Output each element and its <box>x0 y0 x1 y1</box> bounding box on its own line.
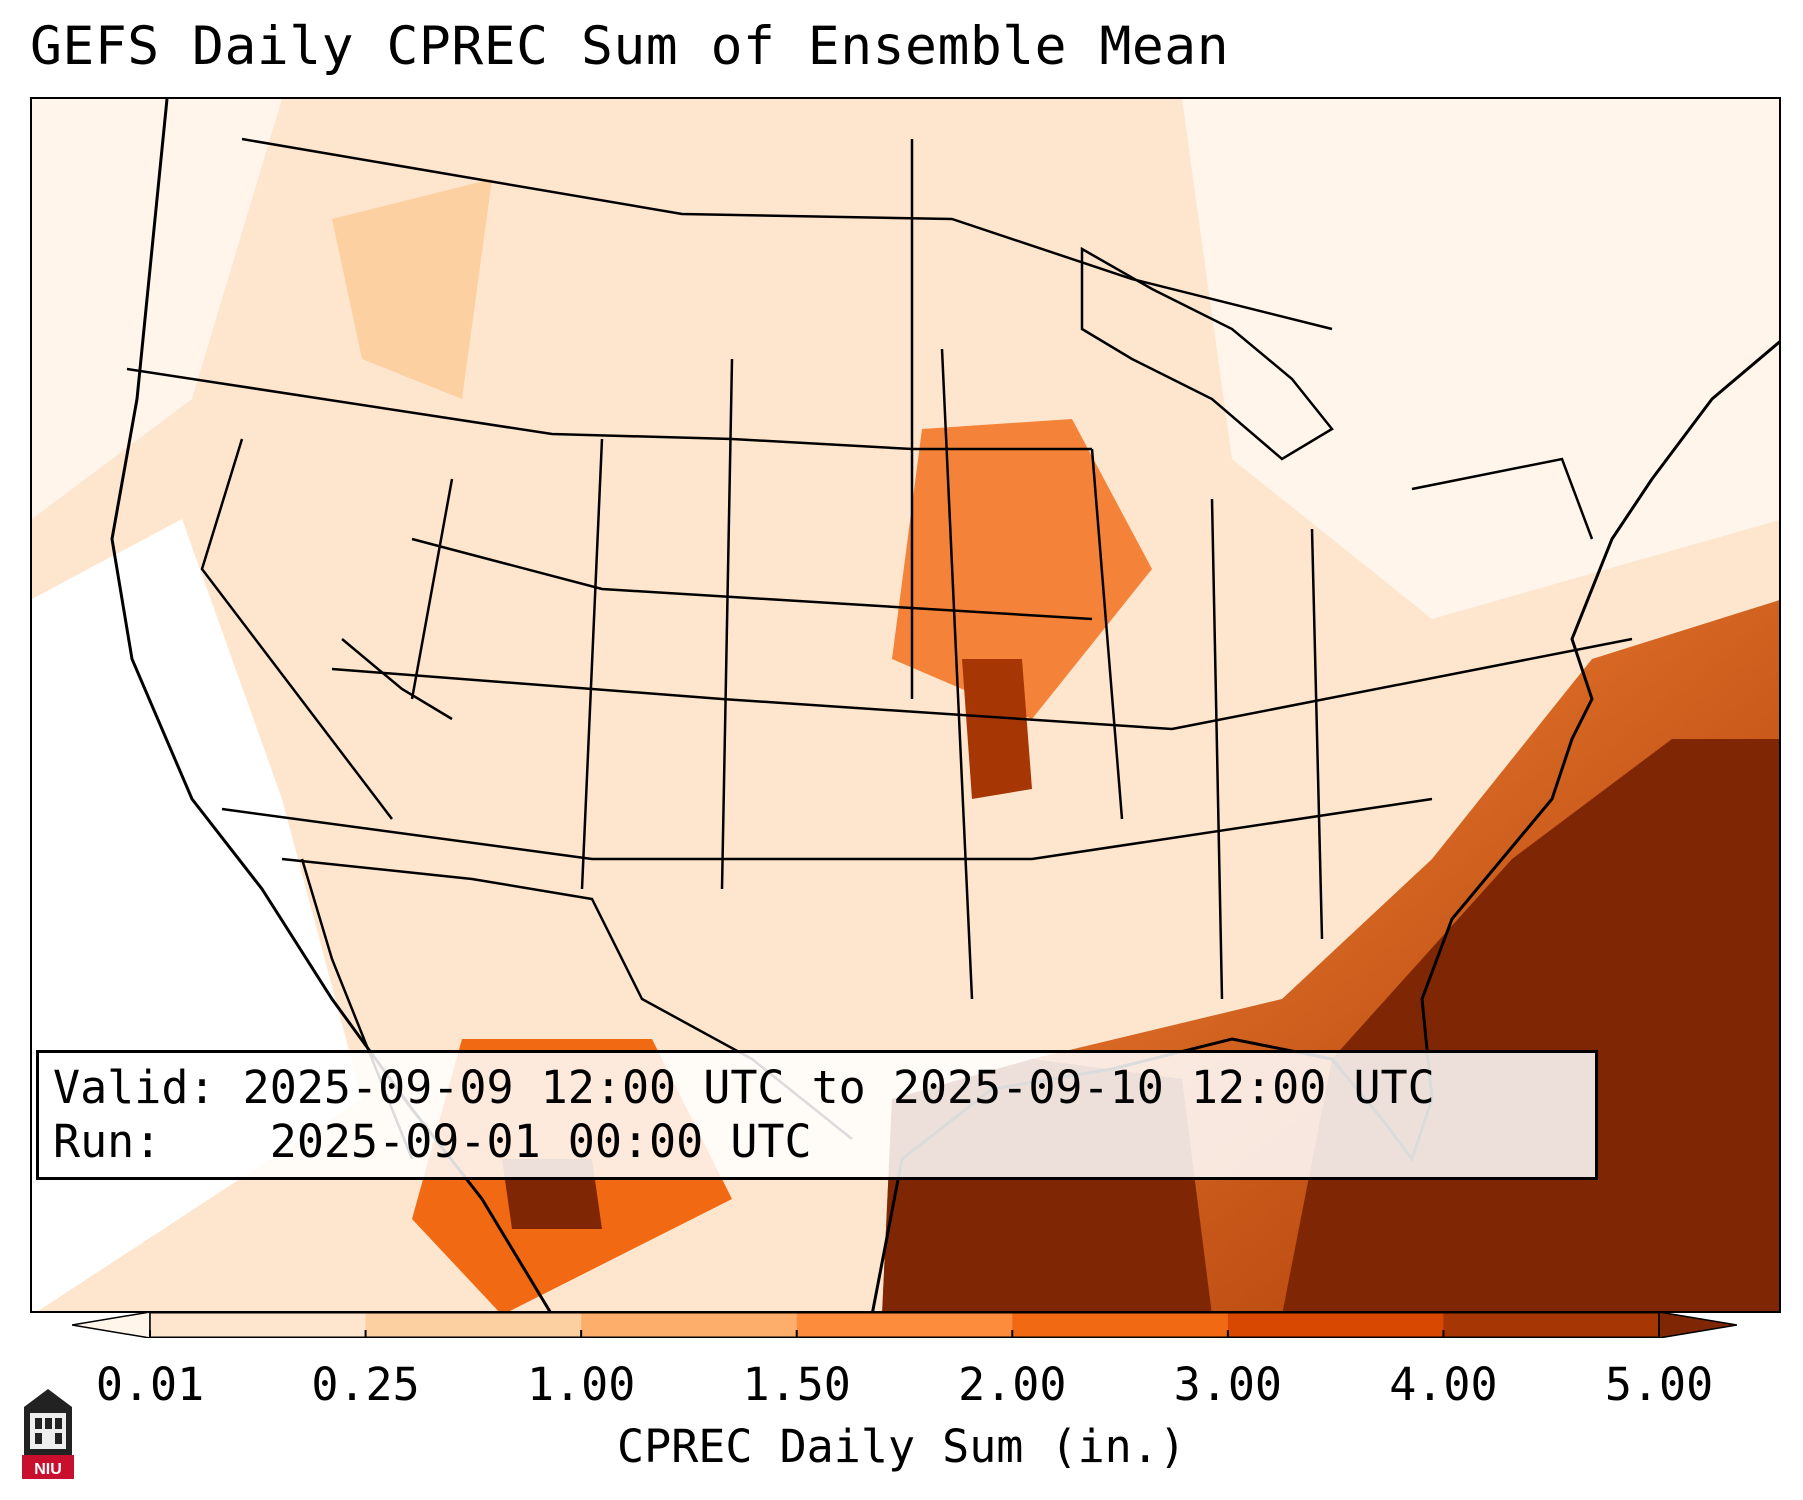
colorbar-segments <box>72 1312 1737 1338</box>
colorbar-title: CPREC Daily Sum (in.) <box>617 1420 1186 1473</box>
run-value: 2025-09-01 00:00 UTC <box>269 1115 812 1168</box>
colorbar-tick-label: 1.50 <box>742 1358 851 1411</box>
colorbar-segment <box>1012 1312 1229 1338</box>
colorbar-segment <box>150 1312 367 1338</box>
niu-logo-text: NIU <box>34 1461 62 1478</box>
colorbar-segment <box>796 1312 1013 1338</box>
run-label: Run: <box>53 1115 162 1168</box>
colorbar-tick-label: 4.00 <box>1389 1358 1498 1411</box>
valid-line: Valid: 2025-09-09 12:00 UTC to 2025-09-1… <box>53 1061 1581 1115</box>
precip-pacific-low <box>32 99 282 519</box>
colorbar-tick-label: 0.01 <box>95 1358 205 1411</box>
colorbar-under-triangle <box>72 1312 151 1338</box>
valid-value: 2025-09-09 12:00 UTC to 2025-09-10 12:00… <box>242 1061 1435 1114</box>
colorbar-over-triangle <box>1658 1312 1737 1338</box>
valid-run-info-box: Valid: 2025-09-09 12:00 UTC to 2025-09-1… <box>36 1050 1598 1180</box>
colorbar-tick-label: 0.25 <box>311 1358 420 1411</box>
colorbar-tick-label: 1.00 <box>526 1358 636 1411</box>
colorbar-tick-label: 3.00 <box>1173 1358 1283 1411</box>
colorbar-tick-label: 5.00 <box>1604 1358 1714 1411</box>
colorbar-tick-label: 2.00 <box>958 1358 1067 1411</box>
colorbar-segment <box>1443 1312 1660 1338</box>
colorbar-segment <box>365 1312 582 1338</box>
run-line: Run: 2025-09-01 00:00 UTC <box>53 1115 1581 1169</box>
precip-northwest-mod <box>332 179 492 399</box>
colorbar-segment <box>1227 1312 1444 1338</box>
colorbar-ticks <box>149 1330 1660 1338</box>
precip-midwest-band <box>892 419 1152 719</box>
great-lakes-outline <box>1080 246 1334 461</box>
colorbar-outline <box>149 1312 1660 1338</box>
map-title: GEFS Daily CPREC Sum of Ensemble Mean <box>30 16 1230 77</box>
political-borders <box>126 137 1633 1140</box>
valid-label: Valid: <box>53 1061 216 1114</box>
precip-midwest-core <box>962 659 1032 799</box>
colorbar-segment <box>581 1312 798 1338</box>
niu-logo: NIU <box>22 1389 74 1479</box>
precip-northeast-low <box>1182 99 1779 619</box>
colorbar <box>72 1312 1737 1338</box>
